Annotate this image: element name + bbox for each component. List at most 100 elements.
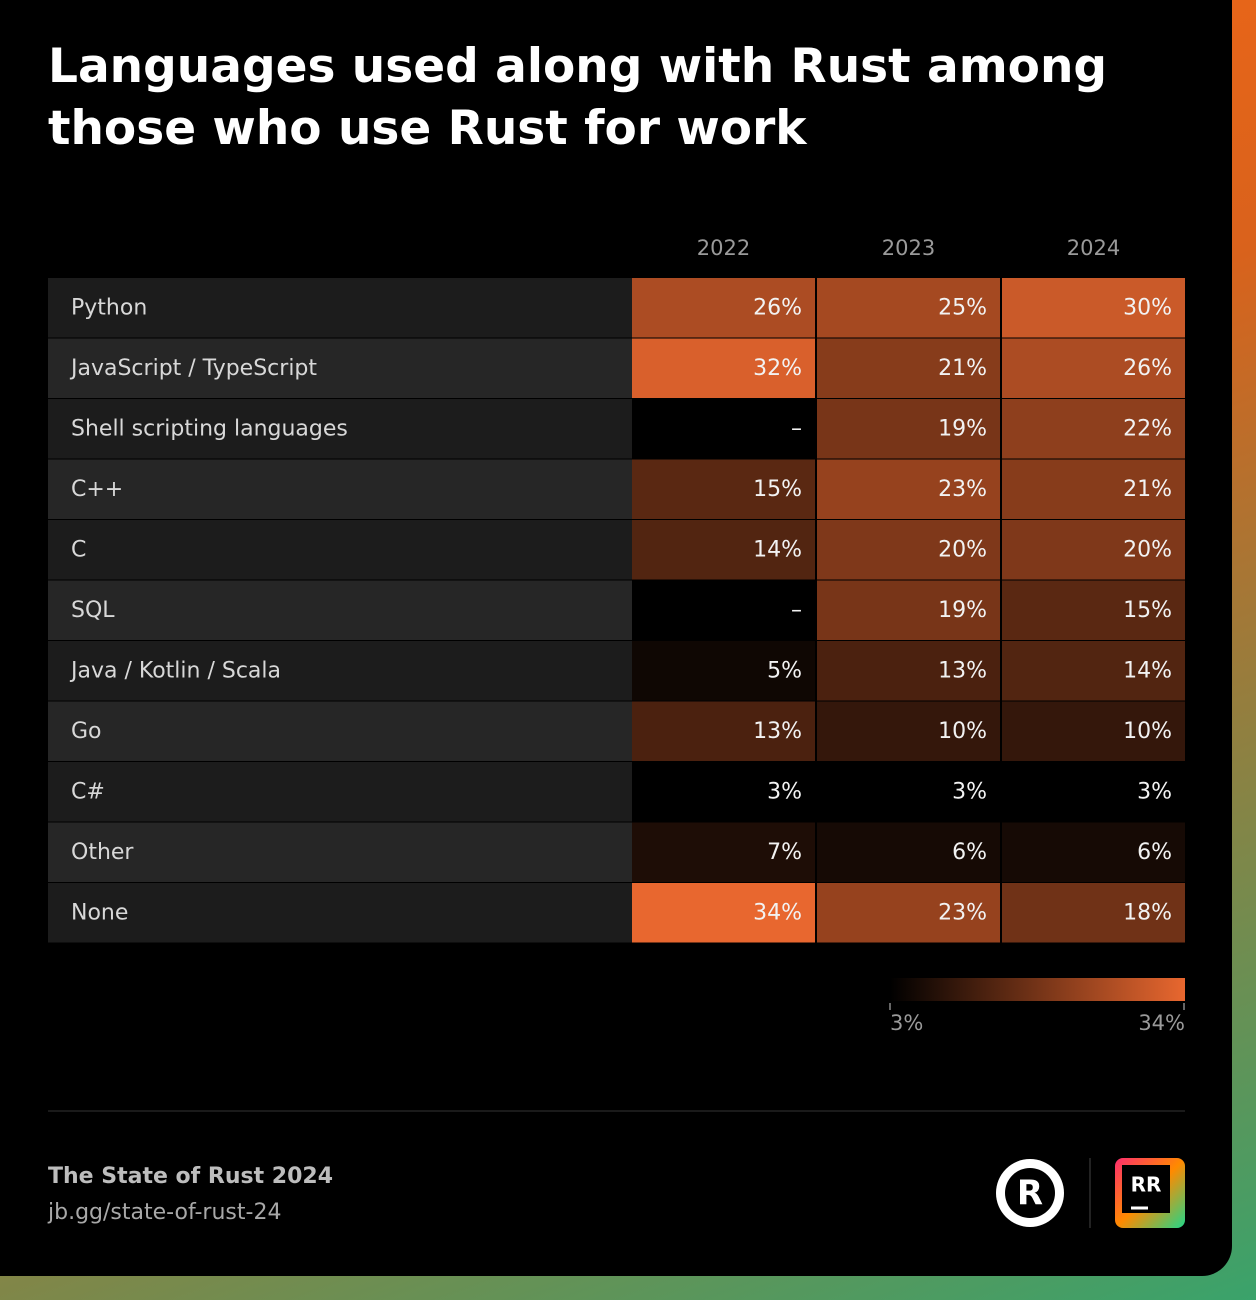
cell-label: 13% xyxy=(753,719,802,744)
cell-label: 23% xyxy=(938,900,987,925)
cell-label: 6% xyxy=(1137,840,1172,865)
heat-cell xyxy=(1002,520,1185,580)
row-label-bg xyxy=(48,883,632,943)
heat-cell xyxy=(1002,883,1185,943)
cell-label: 19% xyxy=(938,416,987,441)
heat-cell xyxy=(817,580,1000,640)
column-label: 2023 xyxy=(882,236,935,260)
row-label-bg xyxy=(48,701,632,761)
cell-label: 5% xyxy=(767,658,802,683)
row-label-bg xyxy=(48,399,632,459)
cell-label: 23% xyxy=(938,477,987,502)
cell-label: 7% xyxy=(767,840,802,865)
cell-label: 34% xyxy=(753,900,802,925)
cell-label: 22% xyxy=(1123,416,1172,441)
heat-cell xyxy=(1002,762,1185,822)
row-label-bg xyxy=(48,459,632,519)
legend-label: 3% xyxy=(890,1011,923,1035)
heat-cell xyxy=(632,580,815,640)
legend-bar xyxy=(890,978,1185,1001)
row-label: C xyxy=(71,537,86,562)
heat-cell xyxy=(817,459,1000,519)
product-logo-inner xyxy=(1122,1165,1170,1213)
row-label: SQL xyxy=(71,598,115,623)
heat-cell xyxy=(1002,338,1185,398)
heat-cell xyxy=(632,338,815,398)
cell-label: 6% xyxy=(952,840,987,865)
cell-label: 18% xyxy=(1123,900,1172,925)
heat-cell xyxy=(632,399,815,459)
heat-cell xyxy=(1002,701,1185,761)
row-label: C# xyxy=(71,779,105,804)
footer-link[interactable]: jb.gg/state-of-rust-24 xyxy=(47,1200,281,1225)
heat-cell xyxy=(632,520,815,580)
cell-label: 14% xyxy=(1123,658,1172,683)
heat-cell xyxy=(1002,641,1185,701)
cell-label: 30% xyxy=(1123,295,1172,320)
row-label: Other xyxy=(71,840,134,865)
cell-label: 25% xyxy=(938,295,987,320)
heat-cell xyxy=(632,701,815,761)
cell-label: 3% xyxy=(952,779,987,804)
heat-cell xyxy=(817,822,1000,882)
heat-cell xyxy=(817,278,1000,338)
cell-label: 3% xyxy=(767,779,802,804)
cell-label: 26% xyxy=(1123,356,1172,381)
row-label-bg xyxy=(48,278,632,338)
row-label: Python xyxy=(71,295,147,320)
row-label: JavaScript / TypeScript xyxy=(69,356,317,381)
heat-cell xyxy=(632,883,815,943)
heat-cell xyxy=(1002,822,1185,882)
row-label-bg xyxy=(48,762,632,822)
row-label-bg xyxy=(48,822,632,882)
row-label-bg xyxy=(48,641,632,701)
cell-label: 10% xyxy=(938,719,987,744)
cell-label: 19% xyxy=(938,598,987,623)
column-label: 2022 xyxy=(697,236,750,260)
cell-label: 15% xyxy=(1123,598,1172,623)
cell-label: 21% xyxy=(1123,477,1172,502)
row-label: C++ xyxy=(71,477,123,502)
cell-label: 14% xyxy=(753,537,802,562)
heat-cell xyxy=(632,278,815,338)
heat-cell xyxy=(632,822,815,882)
cell-label: 32% xyxy=(753,356,802,381)
heat-cell xyxy=(817,641,1000,701)
row-label-bg xyxy=(48,520,632,580)
column-label: 2024 xyxy=(1067,236,1120,260)
heat-cell xyxy=(817,883,1000,943)
heat-cell xyxy=(632,762,815,822)
heat-cell xyxy=(632,641,815,701)
heat-cell xyxy=(1002,580,1185,640)
product-logo-text: RR xyxy=(1131,1173,1162,1197)
row-label-bg xyxy=(48,338,632,398)
heat-cell xyxy=(1002,459,1185,519)
cell-label: – xyxy=(791,416,802,441)
cell-label: 20% xyxy=(938,537,987,562)
heat-cell xyxy=(632,459,815,519)
row-label: Shell scripting languages xyxy=(71,416,348,441)
heat-cell xyxy=(817,701,1000,761)
row-label-bg xyxy=(48,580,632,640)
heat-cell xyxy=(817,338,1000,398)
heat-cell xyxy=(1002,278,1185,338)
cell-label: 26% xyxy=(753,295,802,320)
heat-cell xyxy=(817,520,1000,580)
row-label: None xyxy=(71,900,128,925)
heat-cell xyxy=(817,399,1000,459)
cell-label: 3% xyxy=(1137,779,1172,804)
rust-logo-inner xyxy=(1005,1168,1055,1218)
cell-label: 20% xyxy=(1123,537,1172,562)
footer-source: The State of Rust 2024 xyxy=(48,1164,333,1189)
cell-label: 15% xyxy=(753,477,802,502)
rust-logo-letter: R xyxy=(1017,1174,1043,1214)
row-label: Java / Kotlin / Scala xyxy=(69,658,281,683)
row-label: Go xyxy=(71,719,102,744)
cell-label: 13% xyxy=(938,658,987,683)
cell-label: 21% xyxy=(938,356,987,381)
chart-title: Languages used along with Rust among tho… xyxy=(48,39,1108,156)
cell-label: – xyxy=(791,598,802,623)
heat-cell xyxy=(1002,399,1185,459)
